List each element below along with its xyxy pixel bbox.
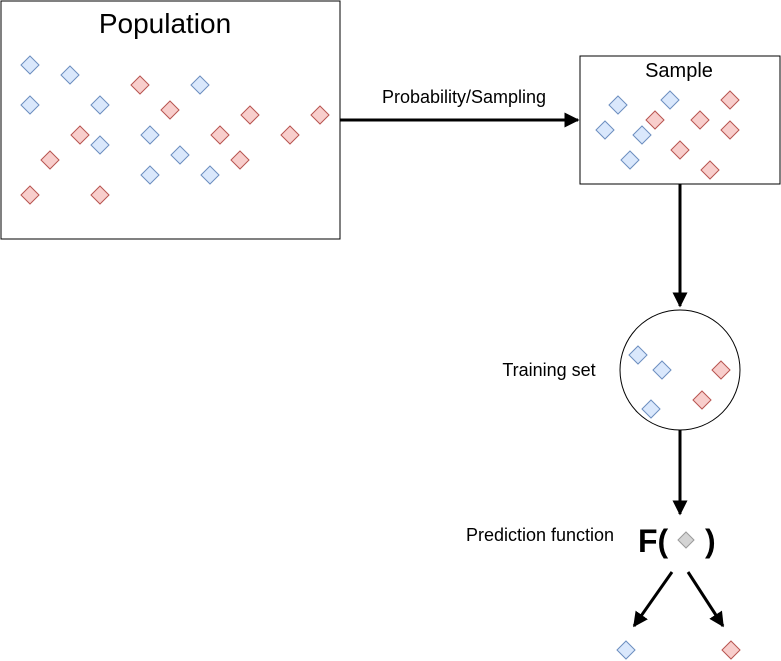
red-diamond <box>20 185 40 205</box>
red-diamond <box>690 110 710 130</box>
red-diamond <box>720 120 740 140</box>
red-diamond <box>645 110 665 130</box>
red-diamond <box>240 105 260 125</box>
blue-diamond <box>595 120 615 140</box>
population-points <box>20 55 330 205</box>
function-open-text: F( <box>638 523 669 559</box>
blue-diamond <box>652 360 672 380</box>
blue-diamond <box>660 90 680 110</box>
blue-diamond <box>641 399 661 419</box>
red-diamond <box>210 125 230 145</box>
red-diamond <box>160 100 180 120</box>
arrow-population-to-sample: Probability/Sampling <box>340 87 580 128</box>
blue-diamond <box>616 640 636 660</box>
sample-box: Sample <box>579 55 781 185</box>
prediction-function: Prediction function F( ) <box>466 523 716 559</box>
red-diamond <box>70 125 90 145</box>
training-set-label: Training set <box>502 360 595 380</box>
sample-points <box>595 90 740 180</box>
red-diamond <box>130 75 150 95</box>
red-diamond <box>720 90 740 110</box>
red-diamond <box>230 150 250 170</box>
grey-diamond <box>677 531 695 549</box>
sampling-arrow-label: Probability/Sampling <box>382 87 546 107</box>
red-diamond <box>700 160 720 180</box>
red-diamond <box>40 150 60 170</box>
blue-diamond <box>190 75 210 95</box>
arrow-output-red <box>686 571 725 628</box>
blue-diamond <box>170 145 190 165</box>
blue-diamond <box>200 165 220 185</box>
training-set-circle <box>619 309 741 431</box>
blue-diamond <box>628 345 648 365</box>
output-points <box>616 640 741 660</box>
prediction-function-label: Prediction function <box>466 525 614 545</box>
red-diamond <box>711 360 731 380</box>
red-diamond <box>721 640 741 660</box>
red-diamond <box>280 125 300 145</box>
blue-diamond <box>20 55 40 75</box>
prediction-input-diamond <box>677 531 695 549</box>
population-box: Population <box>0 0 341 240</box>
blue-diamond <box>620 150 640 170</box>
sample-title: Sample <box>645 60 713 82</box>
population-title: Population <box>99 8 231 39</box>
red-diamond <box>310 105 330 125</box>
training-points <box>628 345 731 419</box>
blue-diamond <box>60 65 80 85</box>
blue-diamond <box>90 95 110 115</box>
red-diamond <box>670 140 690 160</box>
function-close-text: ) <box>705 523 716 559</box>
blue-diamond <box>140 165 160 185</box>
arrow-output-blue <box>632 571 674 628</box>
blue-diamond <box>608 95 628 115</box>
blue-diamond <box>90 135 110 155</box>
blue-diamond <box>140 125 160 145</box>
red-diamond <box>692 390 712 410</box>
red-diamond <box>90 185 110 205</box>
blue-diamond <box>632 125 652 145</box>
blue-diamond <box>20 95 40 115</box>
